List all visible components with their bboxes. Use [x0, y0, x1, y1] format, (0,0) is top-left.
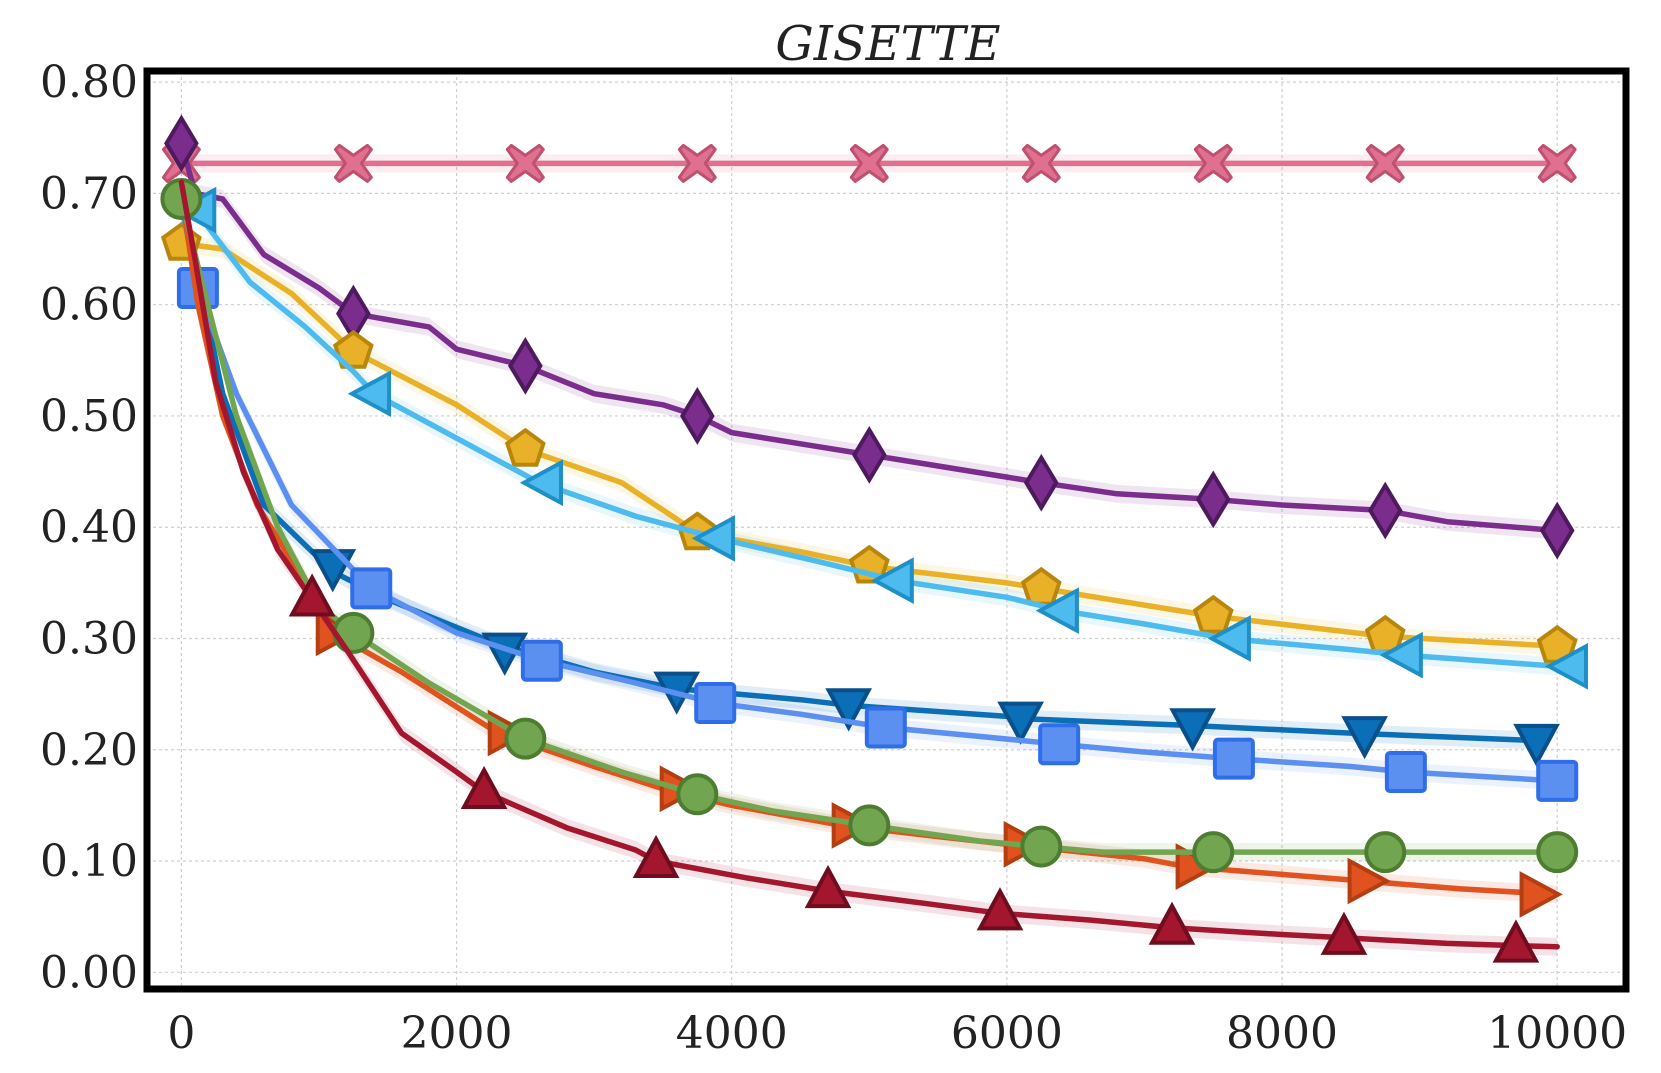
marker-diamond: [1539, 501, 1575, 560]
marker-triangle-left: [870, 557, 914, 604]
marker-triangle-left: [1035, 587, 1079, 635]
y-tick-label: 0.60: [40, 280, 138, 331]
marker-circle: [848, 804, 891, 847]
marker-triangle-up: [632, 834, 680, 879]
marker-triangle-down: [1169, 708, 1216, 752]
marker-x-cross: [1537, 143, 1577, 183]
marker-x-cross: [1021, 143, 1061, 183]
y-tick-label: 0.20: [40, 725, 138, 776]
marker-diamond: [508, 336, 543, 395]
chart-title: GISETTE: [775, 16, 1000, 72]
marker-triangle-up: [1492, 919, 1540, 963]
marker-square: [350, 567, 393, 610]
y-tick-label: 0.10: [40, 836, 138, 887]
series-circle: [160, 177, 1579, 874]
marker-circle: [676, 773, 719, 816]
marker-x-cross: [1365, 143, 1405, 183]
y-tick-label: 0.00: [40, 947, 138, 998]
series-triangle-up: [178, 179, 1560, 963]
series-diamond: [164, 114, 1575, 560]
marker-square: [1212, 737, 1255, 780]
marker-square: [1536, 759, 1579, 802]
y-tick-label: 0.80: [40, 57, 138, 108]
x-tick-label: 2000: [401, 1008, 513, 1059]
marker-pentagon: [1020, 566, 1062, 606]
x-tick-label: 0: [167, 1008, 195, 1059]
marker-diamond: [164, 114, 199, 173]
marker-circle: [504, 717, 547, 760]
series-square: [176, 201, 1579, 802]
marker-triangle-left: [1544, 642, 1588, 690]
series-pentagon: [160, 222, 1578, 664]
y-tick-label: 0.40: [40, 502, 138, 553]
x-tick-label: 6000: [951, 1008, 1063, 1059]
series-line: [178, 201, 1560, 784]
marker-circle: [332, 611, 375, 654]
marker-triangle-down: [825, 688, 873, 732]
x-tick-label: 4000: [676, 1008, 788, 1059]
marker-circle: [1364, 831, 1407, 874]
marker-triangle-left: [1379, 631, 1423, 679]
marker-circle: [1192, 831, 1235, 874]
series-layer: [160, 114, 1588, 963]
marker-x-cross: [505, 143, 545, 183]
marker-triangle-down: [1513, 723, 1560, 768]
series-triangle-left: [173, 186, 1588, 690]
y-tick-label: 0.70: [40, 168, 138, 219]
series-x-cross: [161, 143, 1577, 183]
x-tick-label: 10000: [1487, 1008, 1627, 1059]
series-band: [181, 184, 1558, 904]
marker-x-cross: [333, 143, 373, 183]
marker-circle: [1020, 825, 1063, 868]
series-line: [178, 190, 1560, 898]
marker-square: [1038, 723, 1081, 766]
marker-square: [1384, 751, 1427, 794]
marker-triangle-left: [691, 514, 735, 562]
marker-triangle-left: [1207, 615, 1251, 662]
marker-triangle-left: [519, 459, 563, 507]
y-tick-label: 0.50: [40, 391, 138, 442]
series-line: [178, 196, 1560, 855]
marker-triangle-down: [997, 701, 1044, 745]
marker-triangle-right: [1347, 857, 1391, 905]
marker-diamond: [679, 387, 715, 445]
marker-square: [864, 706, 907, 749]
y-tick-label: 0.30: [40, 613, 138, 664]
marker-triangle-down: [1341, 716, 1388, 760]
marker-diamond: [1195, 470, 1231, 529]
marker-triangle-right: [1519, 871, 1563, 918]
marker-circle: [1536, 831, 1579, 874]
x-tick-label: 8000: [1226, 1008, 1338, 1059]
marker-square: [694, 682, 737, 725]
marker-triangle-up: [1148, 901, 1196, 945]
marker-diamond: [851, 426, 887, 484]
series-line: [178, 240, 1560, 650]
marker-triangle-up: [1320, 911, 1368, 955]
plot-frame: [143, 67, 1630, 993]
marker-pentagon: [504, 427, 546, 467]
marker-diamond: [1023, 453, 1059, 512]
marker-square: [520, 639, 563, 682]
marker-triangle-left: [347, 370, 392, 418]
marker-triangle-up: [976, 887, 1024, 931]
marker-x-cross: [849, 143, 889, 183]
marker-diamond: [1367, 481, 1403, 540]
marker-triangle-up: [288, 573, 336, 617]
marker-pentagon: [1192, 594, 1234, 634]
tick-label-layer: 0 2000 4000 6000 8000 10000 0.00 0.10 0.20 0.30 0.…: [40, 57, 1627, 1059]
marker-triangle-up: [804, 864, 852, 909]
marker-x-cross: [677, 143, 717, 183]
marker-x-cross: [1193, 143, 1233, 183]
marker-triangle-up: [460, 765, 508, 810]
marker-pentagon: [332, 329, 374, 369]
